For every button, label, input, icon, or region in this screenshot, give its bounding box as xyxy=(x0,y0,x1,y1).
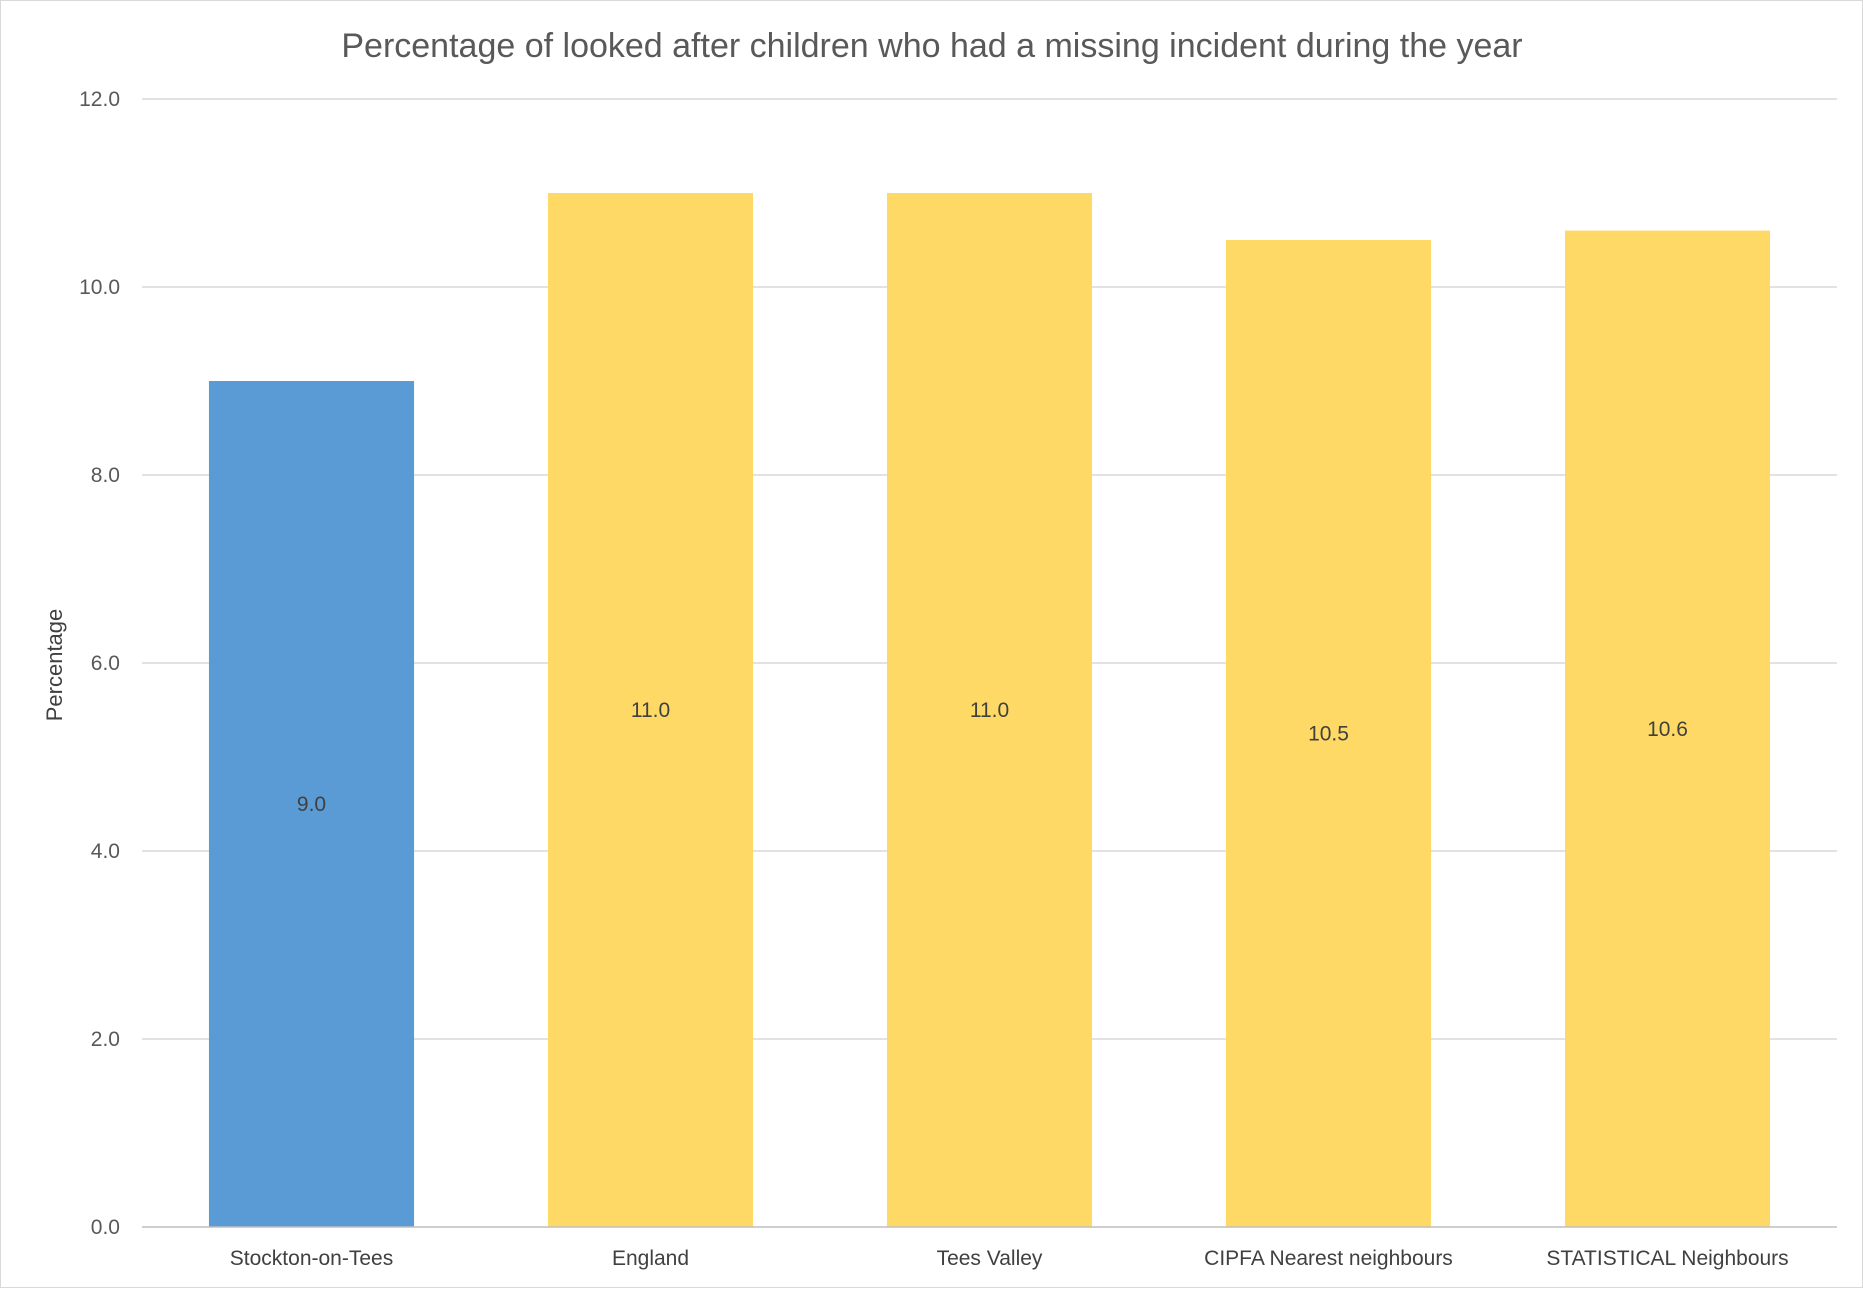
x-tick-label: Tees Valley xyxy=(937,1247,1043,1270)
bar-statistical-neighbours xyxy=(1564,230,1771,1228)
bar-stockton-on-tees xyxy=(208,381,415,1227)
data-label: 11.0 xyxy=(631,699,670,722)
y-tick-label: 0.0 xyxy=(91,1216,120,1239)
bar-cipfa-nearest-neighbours xyxy=(1225,240,1432,1227)
data-labels: 9.0 11.0 11.0 10.5 10.6 xyxy=(297,699,1688,816)
chart-title: Percentage of looked after children who … xyxy=(341,27,1522,65)
x-tick-label: STATISTICAL Neighbours xyxy=(1546,1247,1788,1270)
bar-tees-valley xyxy=(886,193,1093,1227)
x-tick-label: Stockton-on-Tees xyxy=(230,1247,393,1270)
y-axis-title: Percentage xyxy=(42,609,67,722)
x-tick-label: England xyxy=(612,1247,689,1270)
y-tick-label: 10.0 xyxy=(79,276,120,299)
x-axis-labels: Stockton-on-Tees England Tees Valley CIPFA … xyxy=(230,1247,1789,1270)
y-axis-ticks: 0.0 2.0 4.0 6.0 8.0 10.0 12.0 xyxy=(79,88,120,1239)
y-tick-label: 4.0 xyxy=(91,840,120,863)
y-tick-label: 12.0 xyxy=(79,88,120,111)
data-label: 10.5 xyxy=(1308,723,1349,746)
data-label: 9.0 xyxy=(297,793,326,816)
data-label: 11.0 xyxy=(970,699,1009,722)
data-label: 10.6 xyxy=(1647,718,1688,741)
bars xyxy=(208,193,1771,1228)
y-tick-label: 2.0 xyxy=(91,1028,120,1051)
x-tick-label: CIPFA Nearest neighbours xyxy=(1204,1247,1453,1270)
bar-england xyxy=(547,193,754,1227)
y-tick-label: 6.0 xyxy=(91,652,120,675)
y-tick-label: 8.0 xyxy=(91,464,120,487)
